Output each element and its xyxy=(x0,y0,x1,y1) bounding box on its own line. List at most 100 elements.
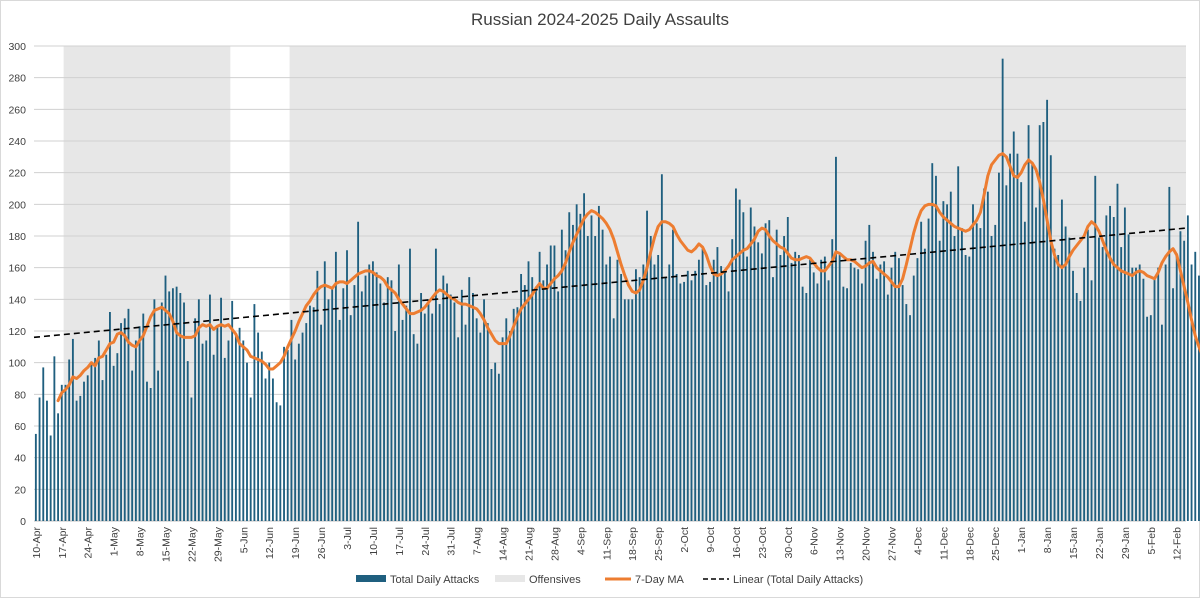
bar-day-125 xyxy=(497,373,500,521)
x-tick-label: 1-May xyxy=(109,526,121,556)
bar-day-243 xyxy=(935,175,937,522)
bar-day-140 xyxy=(553,245,556,521)
bar-day-109 xyxy=(438,304,441,521)
bar-day-139 xyxy=(549,245,552,521)
x-tick-label: 18-Sep xyxy=(627,527,639,561)
bar-day-180 xyxy=(701,248,704,521)
bar-day-146 xyxy=(575,204,578,522)
bar-day-262 xyxy=(1005,185,1008,522)
bar-day-93 xyxy=(379,283,382,521)
bar-day-223 xyxy=(860,283,863,521)
bar-day-136 xyxy=(538,251,541,522)
bar-day-157 xyxy=(616,259,619,521)
bar-day-29 xyxy=(142,313,145,521)
bar-day-299 xyxy=(1142,278,1145,521)
bar-day-127 xyxy=(505,318,508,521)
bar-day-178 xyxy=(694,270,697,521)
bar-day-98 xyxy=(397,264,400,521)
bar-day-291 xyxy=(1112,217,1115,521)
bar-day-118 xyxy=(472,293,474,521)
x-tick-label: 15-Jan xyxy=(1068,527,1080,559)
bar-day-8 xyxy=(64,384,67,521)
bar-day-58 xyxy=(249,397,252,521)
bar-day-227 xyxy=(875,278,878,521)
bar-day-99 xyxy=(401,319,404,521)
bar-day-161 xyxy=(631,299,634,521)
bar-day-276 xyxy=(1057,255,1060,521)
bar-day-137 xyxy=(542,280,545,521)
bar-day-256 xyxy=(983,188,986,521)
bar-day-231 xyxy=(890,267,893,521)
bar-day-4 xyxy=(49,435,52,521)
bar-day-95 xyxy=(386,277,389,521)
x-tick-label: 21-Aug xyxy=(524,527,536,561)
x-tick-label: 5-Jun xyxy=(238,527,250,553)
bar-day-91 xyxy=(372,261,374,521)
y-tick-label: 40 xyxy=(14,453,26,465)
bar-day-129 xyxy=(512,308,515,521)
bar-day-222 xyxy=(857,269,860,521)
bar-day-76 xyxy=(316,270,319,521)
x-tick-label: 10-Apr xyxy=(31,526,43,558)
bar-day-313 xyxy=(1194,251,1197,522)
bar-day-192 xyxy=(746,256,748,521)
bar-day-214 xyxy=(827,280,830,521)
y-tick-label: 140 xyxy=(8,294,26,306)
bar-day-55 xyxy=(238,327,241,521)
bar-day-131 xyxy=(520,274,523,521)
bar-day-204 xyxy=(790,262,793,521)
bar-day-269 xyxy=(1031,163,1034,521)
bar-day-107 xyxy=(431,313,434,521)
chart-title: Russian 2024-2025 Daily Assaults xyxy=(471,10,729,29)
bar-day-32 xyxy=(153,299,156,521)
bar-day-128 xyxy=(509,331,511,521)
x-tick-label: 31-Jul xyxy=(446,527,458,556)
y-tick-label: 120 xyxy=(8,326,26,338)
x-tick-label: 9-Oct xyxy=(705,527,717,553)
bar-day-86 xyxy=(353,285,356,521)
bar-day-195 xyxy=(757,242,760,522)
bar-day-305 xyxy=(1164,264,1167,521)
bar-day-275 xyxy=(1053,248,1056,521)
bar-day-45 xyxy=(201,343,204,521)
bar-day-51 xyxy=(223,357,226,521)
bar-day-113 xyxy=(453,302,456,521)
x-tick-label: 10-Jul xyxy=(368,527,380,556)
bar-day-245 xyxy=(942,201,945,521)
bar-day-293 xyxy=(1120,247,1123,522)
bar-day-173 xyxy=(675,274,678,521)
bar-day-159 xyxy=(623,299,626,521)
bar-day-87 xyxy=(357,221,360,521)
bar-day-81 xyxy=(334,251,337,522)
bar-day-206 xyxy=(797,255,800,521)
bar-day-104 xyxy=(420,293,423,521)
bar-day-130 xyxy=(516,307,519,521)
moving-average-line xyxy=(56,152,1200,403)
bar-day-242 xyxy=(931,163,934,521)
bar-day-49 xyxy=(216,326,219,521)
linear-trendline-line xyxy=(33,227,1187,339)
bar-day-83 xyxy=(342,288,345,521)
bar-day-73 xyxy=(305,323,308,521)
bar-day-212 xyxy=(820,259,823,521)
bar-day-27 xyxy=(134,340,137,521)
bar-day-80 xyxy=(331,286,334,521)
bar-day-21 xyxy=(112,365,115,521)
bar-day-67 xyxy=(283,346,285,521)
bar-day-292 xyxy=(1116,183,1119,521)
bar-day-153 xyxy=(601,229,604,521)
bar-day-300 xyxy=(1146,316,1149,521)
bar-day-112 xyxy=(449,294,452,521)
bar-day-44 xyxy=(197,299,200,521)
bar-day-219 xyxy=(846,288,848,521)
bar-day-28 xyxy=(138,326,141,521)
bar-day-225 xyxy=(868,224,871,521)
bar-day-105 xyxy=(423,313,426,521)
bar-day-169 xyxy=(660,174,663,521)
bar-day-152 xyxy=(597,205,600,521)
bar-day-94 xyxy=(383,302,385,521)
bar-day-254 xyxy=(975,223,978,522)
bar-day-13 xyxy=(83,381,85,521)
bar-day-287 xyxy=(1098,237,1100,522)
